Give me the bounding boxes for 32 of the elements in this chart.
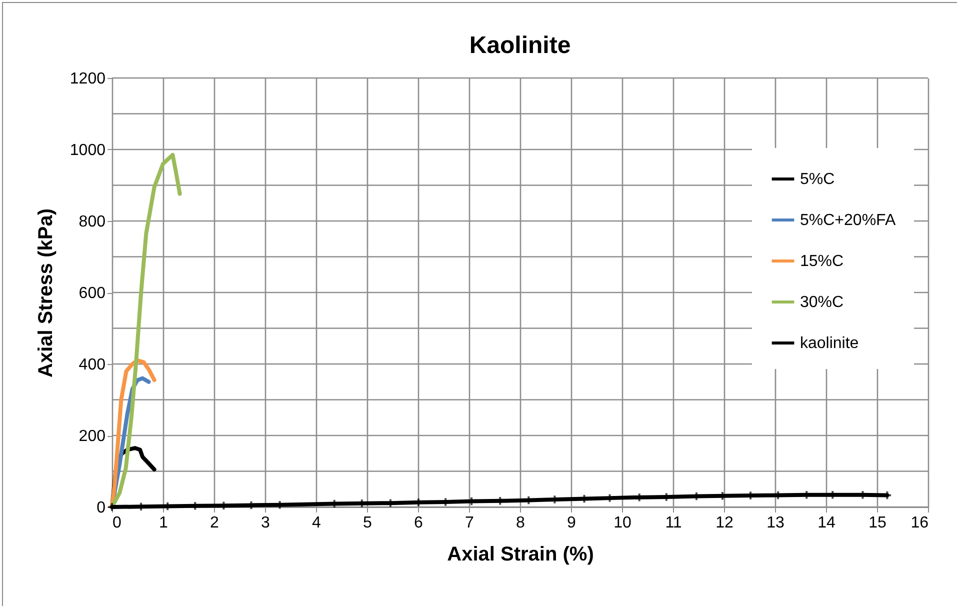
y-tick-label: 800 bbox=[78, 214, 106, 230]
y-axis-title: Axial Stress (kPa) bbox=[34, 208, 57, 378]
x-tick-label: 2 bbox=[210, 514, 220, 532]
y-tick-label: 1000 bbox=[70, 142, 106, 159]
x-tick-label: 4 bbox=[312, 514, 322, 532]
legend-label: 30%C bbox=[800, 294, 844, 311]
x-tick-label: 8 bbox=[516, 514, 526, 532]
legend-label: kaolinite bbox=[800, 335, 859, 352]
y-tick-label: 600 bbox=[78, 285, 106, 302]
x-axis-title: Axial Strain (%) bbox=[447, 544, 594, 566]
x-tick-label: 0 bbox=[112, 514, 122, 532]
chart-title: Kaolinite bbox=[469, 32, 571, 59]
x-tick-label: 9 bbox=[567, 514, 576, 532]
x-tick-label: 10 bbox=[614, 514, 632, 532]
legend-label: 15%C bbox=[800, 253, 844, 270]
x-tick-label: 14 bbox=[818, 514, 836, 532]
y-tick-label: 0 bbox=[96, 500, 106, 516]
x-tick-label: 1 bbox=[159, 514, 168, 532]
legend-label: 5%C bbox=[800, 171, 835, 188]
y-tick-label: 200 bbox=[78, 428, 106, 445]
legend-label: 5%C+20%FA bbox=[800, 212, 896, 229]
x-tick-label: 13 bbox=[766, 514, 784, 532]
x-tick-label: 11 bbox=[665, 514, 682, 532]
x-tick-label: 16 bbox=[910, 514, 929, 532]
y-tick-label: 1200 bbox=[70, 70, 106, 88]
x-tick-label: 12 bbox=[716, 514, 734, 532]
x-tick-label: 15 bbox=[868, 514, 886, 532]
x-tick-label: 5 bbox=[363, 514, 372, 532]
x-tick-label: 6 bbox=[414, 514, 424, 532]
x-tick-label: 7 bbox=[465, 514, 474, 532]
x-tick-label: 3 bbox=[261, 514, 270, 532]
y-tick-label: 400 bbox=[78, 356, 106, 374]
